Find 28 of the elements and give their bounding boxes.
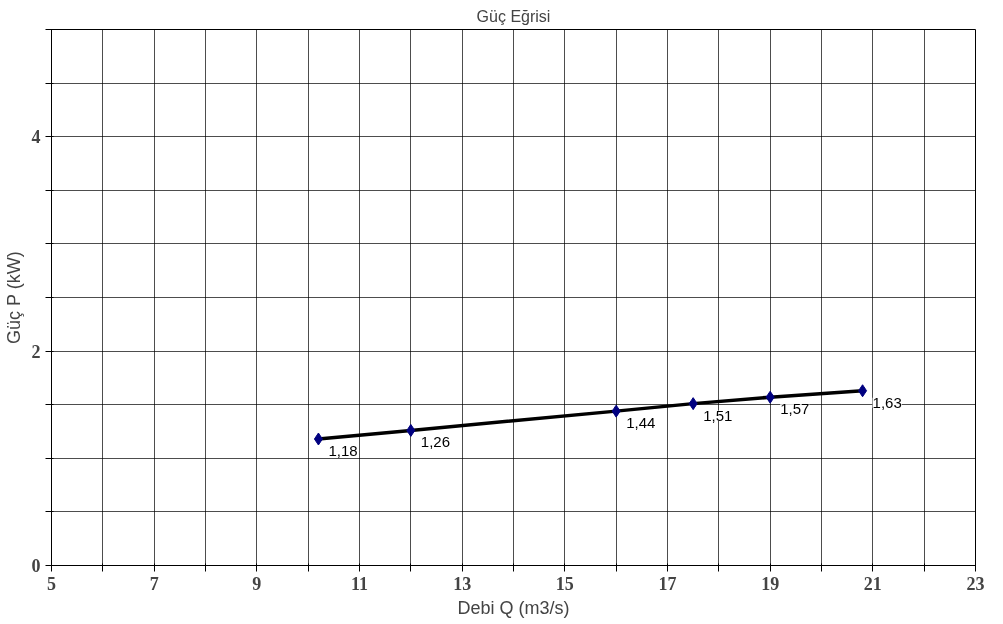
data-label: 1,57: [780, 400, 810, 418]
point: [688, 397, 698, 411]
x-tick-label: 11: [351, 573, 369, 594]
y-tick-label: 4: [31, 127, 41, 148]
x-tick-label: 19: [761, 573, 780, 594]
x-tick-label: 5: [47, 573, 56, 594]
x-tick-label: 17: [658, 573, 677, 594]
x-tick-label: 9: [252, 573, 262, 594]
x-tick-label: 7: [149, 573, 159, 594]
y-tick-label: 2: [31, 341, 41, 362]
point: [406, 423, 416, 437]
x-axis-title: Debi Q (m3/s): [457, 597, 570, 618]
x-tick-label: 15: [555, 573, 574, 594]
x-tick-label: 23: [966, 573, 985, 594]
data-label: 1,44: [626, 414, 656, 432]
data-label: 1,26: [420, 433, 451, 451]
data-label: 1,18: [328, 442, 358, 459]
data-label: 1,63: [872, 393, 902, 411]
y-tick-label: 0: [31, 556, 41, 576]
x-tick-label: 13: [453, 573, 472, 594]
chart-title: Güç Eğrisi: [476, 7, 551, 25]
y-axis-title: Güç P (kW): [3, 251, 24, 344]
point: [765, 390, 775, 404]
data-label: 1,51: [703, 406, 733, 424]
x-tick-label: 21: [863, 573, 882, 594]
point: [858, 384, 868, 398]
point: [313, 432, 323, 446]
point: [611, 404, 621, 418]
